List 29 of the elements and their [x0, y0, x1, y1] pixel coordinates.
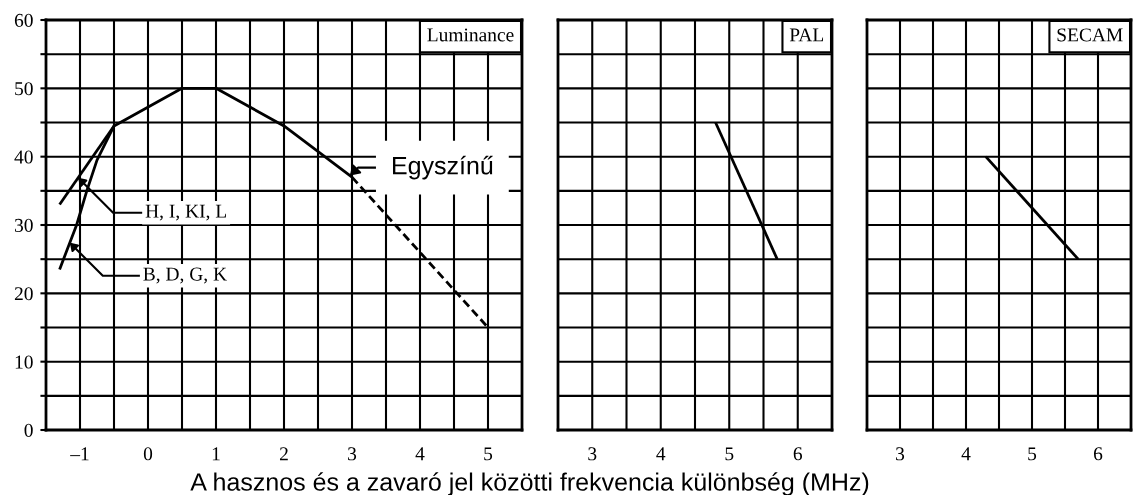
x-tick-label: 5 [1028, 447, 1037, 461]
x-tick-label: 4 [656, 447, 666, 461]
x-tick-label: 1 [212, 447, 220, 461]
x-axis-title: A hasznos és a zavaró jel közötti frekvencia különbség (MHz) [190, 472, 869, 495]
x-tick-label: –1 [70, 447, 89, 461]
x-tick-label: 3 [896, 447, 905, 461]
x-tick-label: 3 [348, 447, 357, 461]
y-tick-label: 30 [14, 218, 33, 232]
y-tick-label: 50 [15, 82, 33, 96]
chart-title: Luminance [427, 28, 514, 42]
x-tick-label: 0 [143, 447, 153, 461]
x-tick-label: 4 [415, 447, 425, 461]
y-tick-label: 60 [14, 13, 33, 27]
x-tick-label: 4 [961, 447, 971, 461]
x-tick-label: 6 [1093, 447, 1103, 461]
chart-title: PAL [789, 28, 824, 42]
legend-label: Egyszínű [393, 155, 493, 180]
text: H, I, KI, L [145, 204, 227, 221]
x-tick-label: 5 [725, 447, 734, 461]
y-tick-label: 0 [24, 423, 33, 437]
chart-title: SECAM [1057, 28, 1123, 42]
x-tick-label: 5 [484, 447, 493, 461]
x-tick-label: 2 [279, 447, 288, 461]
x-tick-label: 6 [793, 447, 803, 461]
y-tick-label: 40 [14, 150, 33, 164]
x-tick-label: 3 [588, 447, 597, 461]
y-tick-label: 10 [15, 355, 33, 369]
text: B, D, G, K [143, 267, 227, 284]
y-tick-label: 20 [14, 287, 33, 301]
